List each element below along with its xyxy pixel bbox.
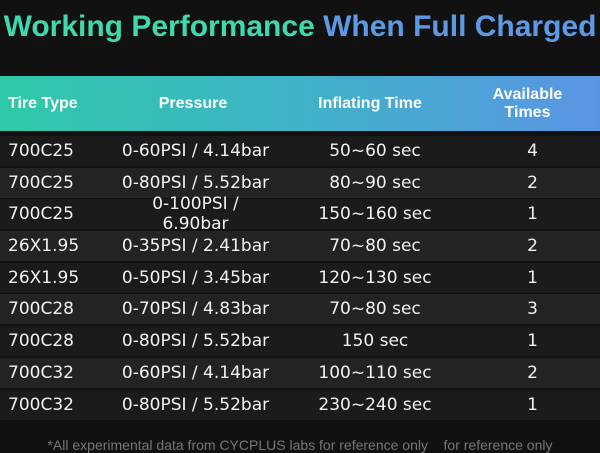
table-cell: 230~240 sec: [318, 394, 432, 415]
table-row: 700C28 0-80PSI / 5.52bar 150 sec 1: [0, 326, 600, 357]
table-cell: 700C25: [8, 204, 74, 225]
table-cell: 0-80PSI / 5.52bar: [121, 331, 270, 352]
column-header: Tire Type: [8, 94, 78, 112]
table-cell: 70~80 sec: [329, 299, 421, 320]
table-cell: 3: [527, 299, 538, 320]
table-cell: 700C28: [8, 331, 74, 352]
table-row: 700C28 0-70PSI / 4.83bar 70~80 sec 3: [0, 294, 600, 325]
table-row: 26X1.95 0-35PSI / 2.41bar 70~80 sec 2: [0, 231, 600, 262]
table-cell: 150 sec: [341, 331, 409, 352]
table-cell: 2: [527, 362, 538, 383]
table-cell: 80~90 sec: [329, 172, 421, 193]
title-part: When Full Charged: [323, 10, 597, 43]
column-header: Inflating Time: [318, 94, 422, 112]
table-cell: 2: [527, 236, 538, 257]
table-cell: 1: [527, 331, 538, 352]
table-cell: 150~160 sec: [318, 204, 432, 225]
table-row: 700C25 0-100PSI / 6.90bar 150~160 sec 1: [0, 194, 600, 234]
table-cell: 700C32: [8, 394, 74, 415]
table-cell: 1: [527, 267, 538, 288]
table-cell: 70~80 sec: [329, 236, 421, 257]
table-cell: 1: [527, 394, 538, 415]
table-row: 700C25 0-60PSI / 4.14bar 50~60 sec 4: [0, 136, 600, 166]
column-header: Pressure: [158, 94, 228, 112]
table-cell: 26X1.95: [8, 236, 80, 257]
table-cell: 1: [527, 204, 538, 225]
table-cell: 4: [527, 141, 538, 161]
table-cell: 120~130 sec: [318, 267, 432, 288]
table-cell: 700C28: [8, 299, 74, 320]
table-cell: 0-80PSI / 5.52bar: [121, 394, 270, 415]
table-cell: 0-35PSI / 2.41bar: [121, 236, 270, 257]
table-cell: 26X1.95: [8, 267, 80, 288]
table-cell: 2: [527, 172, 538, 193]
table-row: 700C25 0-80PSI / 5.52bar 80~90 sec 2: [0, 167, 600, 198]
table-row: 700C32 0-80PSI / 5.52bar 230~240 sec 1: [0, 389, 600, 420]
table-cell: 0-60PSI / 4.14bar: [121, 141, 270, 161]
table-cell: 0-50PSI / 3.45bar: [121, 267, 270, 288]
table-cell: 700C25: [8, 141, 74, 161]
table-cell: 0-60PSI / 4.14bar: [121, 362, 270, 383]
table-cell: 100~110 sec: [318, 362, 432, 383]
table-header: Tire Type Pressure Inflating Time Available…: [0, 76, 600, 131]
footnote: *All experimental data from CYCPLUS labs…: [47, 437, 553, 453]
table-cell: 0-100PSI / 6.90bar: [152, 194, 239, 235]
table-row: 700C32 0-60PSI / 4.14bar 100~110 sec 2: [0, 357, 600, 388]
table-cell: 0-80PSI / 5.52bar: [121, 172, 270, 193]
table-cell: 700C25: [8, 172, 74, 193]
table-cell: 700C32: [8, 362, 74, 383]
table-row: 26X1.95 0-50PSI / 3.45bar 120~130 sec 1: [0, 262, 600, 293]
table-body: 700C25 0-60PSI / 4.14bar 50~60 sec 4 700C25 0…: [0, 136, 600, 421]
table-cell: 50~60 sec: [329, 141, 421, 161]
title: Working Performance When Full Charged: [0, 10, 600, 44]
table-cell: 0-70PSI / 4.83bar: [121, 299, 270, 320]
column-header: Available Times: [492, 85, 563, 121]
title-part: Working Performance: [3, 10, 315, 43]
